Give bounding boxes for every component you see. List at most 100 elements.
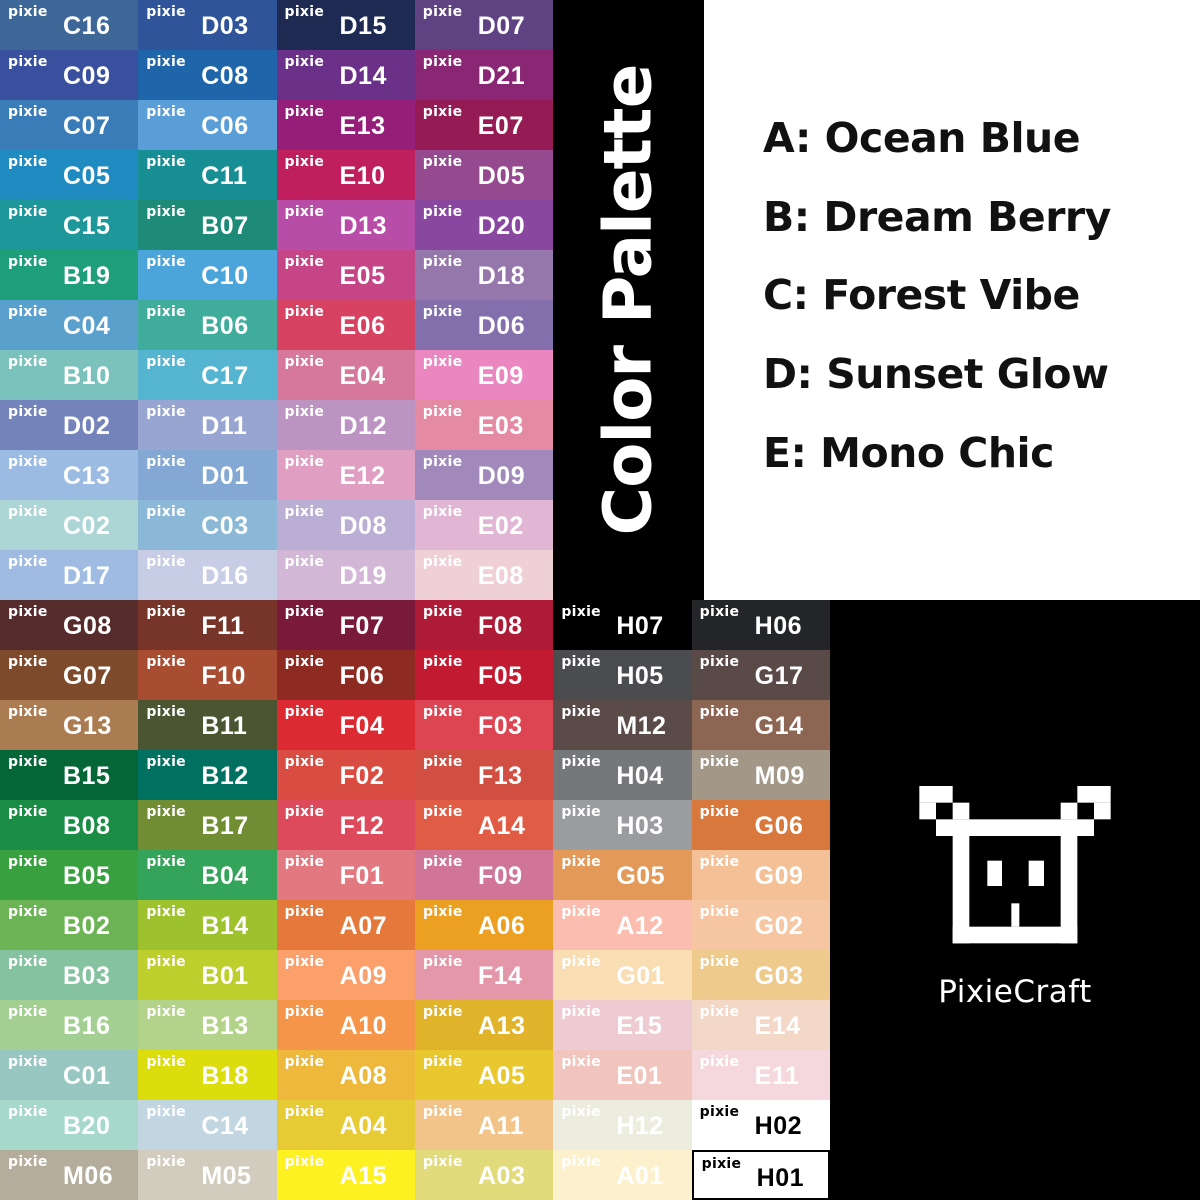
brand-label: pixie [8,204,48,220]
legend-item: E: Mono Chic [763,429,1054,477]
swatch-code: H07 [616,612,664,640]
brand-label: pixie [284,554,325,570]
swatch-code: H12 [616,1112,664,1140]
swatch-d01: pixie D01 [138,450,277,500]
swatch-e02: pixie E02 [414,500,553,550]
swatch-f06: pixie F06 [276,650,415,700]
brand-label: pixie [422,604,463,620]
swatch-h03: pixie H03 [553,800,692,850]
brand-label: pixie [699,904,740,920]
swatch-e05: pixie E05 [276,250,415,300]
swatch-g02: pixie G02 [691,900,830,950]
swatch-code: F03 [477,712,523,740]
swatch-d19: pixie D19 [276,550,415,600]
swatch-code: D18 [477,262,526,290]
title-band: Color Palette [553,0,704,600]
brand-label: pixie [8,504,48,520]
swatch-e07: pixie E07 [414,100,553,150]
swatch-e06: pixie E06 [276,300,415,350]
legend-item: B: Dream Berry [763,193,1111,241]
swatch-code: A12 [616,912,664,940]
swatch-m06: pixie M06 [0,1150,139,1200]
swatch-code: D06 [477,312,526,340]
swatch-b11: pixie B11 [138,700,277,750]
swatch-code: D02 [63,412,111,440]
swatch-f01: pixie F01 [276,850,415,900]
swatch-d07: pixie D07 [414,0,553,50]
brand-label: pixie [8,954,48,970]
swatch-a03: pixie A03 [414,1150,554,1200]
swatch-code: F01 [339,862,385,890]
swatch-d16: pixie D16 [138,550,277,600]
brand-label: pixie [699,1054,740,1070]
brand-label: pixie [146,454,186,470]
brand-label: pixie [561,1004,601,1020]
swatch-c09: pixie C09 [0,50,139,100]
swatch-a14: pixie A14 [414,800,554,850]
swatch-code: A01 [616,1162,664,1190]
swatch-code: D19 [339,562,387,590]
brand-label: pixie [8,404,48,420]
brand-label: pixie [422,254,463,270]
swatch-code: C09 [63,62,111,90]
brand-label: pixie [422,54,463,70]
swatch-m05: pixie M05 [138,1150,277,1200]
swatch-c14: pixie C14 [138,1100,277,1150]
brand-label: pixie [146,1154,186,1170]
brand-label: pixie [8,4,48,20]
swatch-a08: pixie A08 [276,1050,415,1100]
swatch-code: B19 [63,262,111,290]
swatch-code: A14 [477,812,526,840]
swatch-code: C16 [63,12,111,40]
swatch-code: C10 [201,262,249,290]
swatch-code: G06 [754,812,804,840]
swatch-code: C04 [63,312,111,340]
brand-label: pixie [422,554,463,570]
brand-label: pixie [422,804,463,820]
brand-label: pixie [699,954,740,970]
swatch-c08: pixie C08 [138,50,277,100]
swatch-b02: pixie B02 [0,900,139,950]
swatch-code: B04 [201,862,249,890]
brand-label: pixie [284,604,325,620]
brand-label: pixie [146,254,186,270]
swatch-c11: pixie C11 [138,150,277,200]
swatch-code: B17 [201,812,249,840]
swatch-c04: pixie C04 [0,300,139,350]
swatch-code: C07 [63,112,111,140]
brand-label: pixie [422,754,463,770]
brand-label: pixie [8,454,48,470]
brand-label: pixie [422,954,463,970]
swatch-code: C08 [201,62,249,90]
brand-label: pixie [146,4,186,20]
swatch-code: E08 [477,562,524,590]
swatch-f13: pixie F13 [414,750,554,800]
brand-label: pixie [284,104,325,120]
swatch-code: B11 [201,712,248,740]
swatch-d18: pixie D18 [414,250,553,300]
swatch-code: D05 [477,162,526,190]
swatch-code: F04 [339,712,385,740]
brand-label: pixie [284,1154,325,1170]
swatch-code: C15 [63,212,111,240]
brand-label: pixie [561,1104,601,1120]
swatch-e10: pixie E10 [276,150,415,200]
swatch-b05: pixie B05 [0,850,139,900]
swatch-code: D11 [201,412,248,440]
brand-label: pixie [284,454,325,470]
swatch-e12: pixie E12 [276,450,415,500]
swatch-code: D21 [477,62,526,90]
swatch-a10: pixie A10 [276,1000,415,1050]
swatch-code: H02 [754,1112,803,1140]
swatch-code: H06 [754,612,803,640]
swatch-f14: pixie F14 [414,950,554,1000]
swatch-c13: pixie C13 [0,450,139,500]
swatch-code: B02 [63,912,111,940]
swatch-code: F13 [477,762,523,790]
swatch-c01: pixie C01 [0,1050,139,1100]
swatch-b10: pixie B10 [0,350,139,400]
swatch-e08: pixie E08 [414,550,553,600]
brand-label: pixie [561,704,601,720]
brand-label: pixie [699,854,740,870]
swatch-code: G01 [616,962,666,990]
